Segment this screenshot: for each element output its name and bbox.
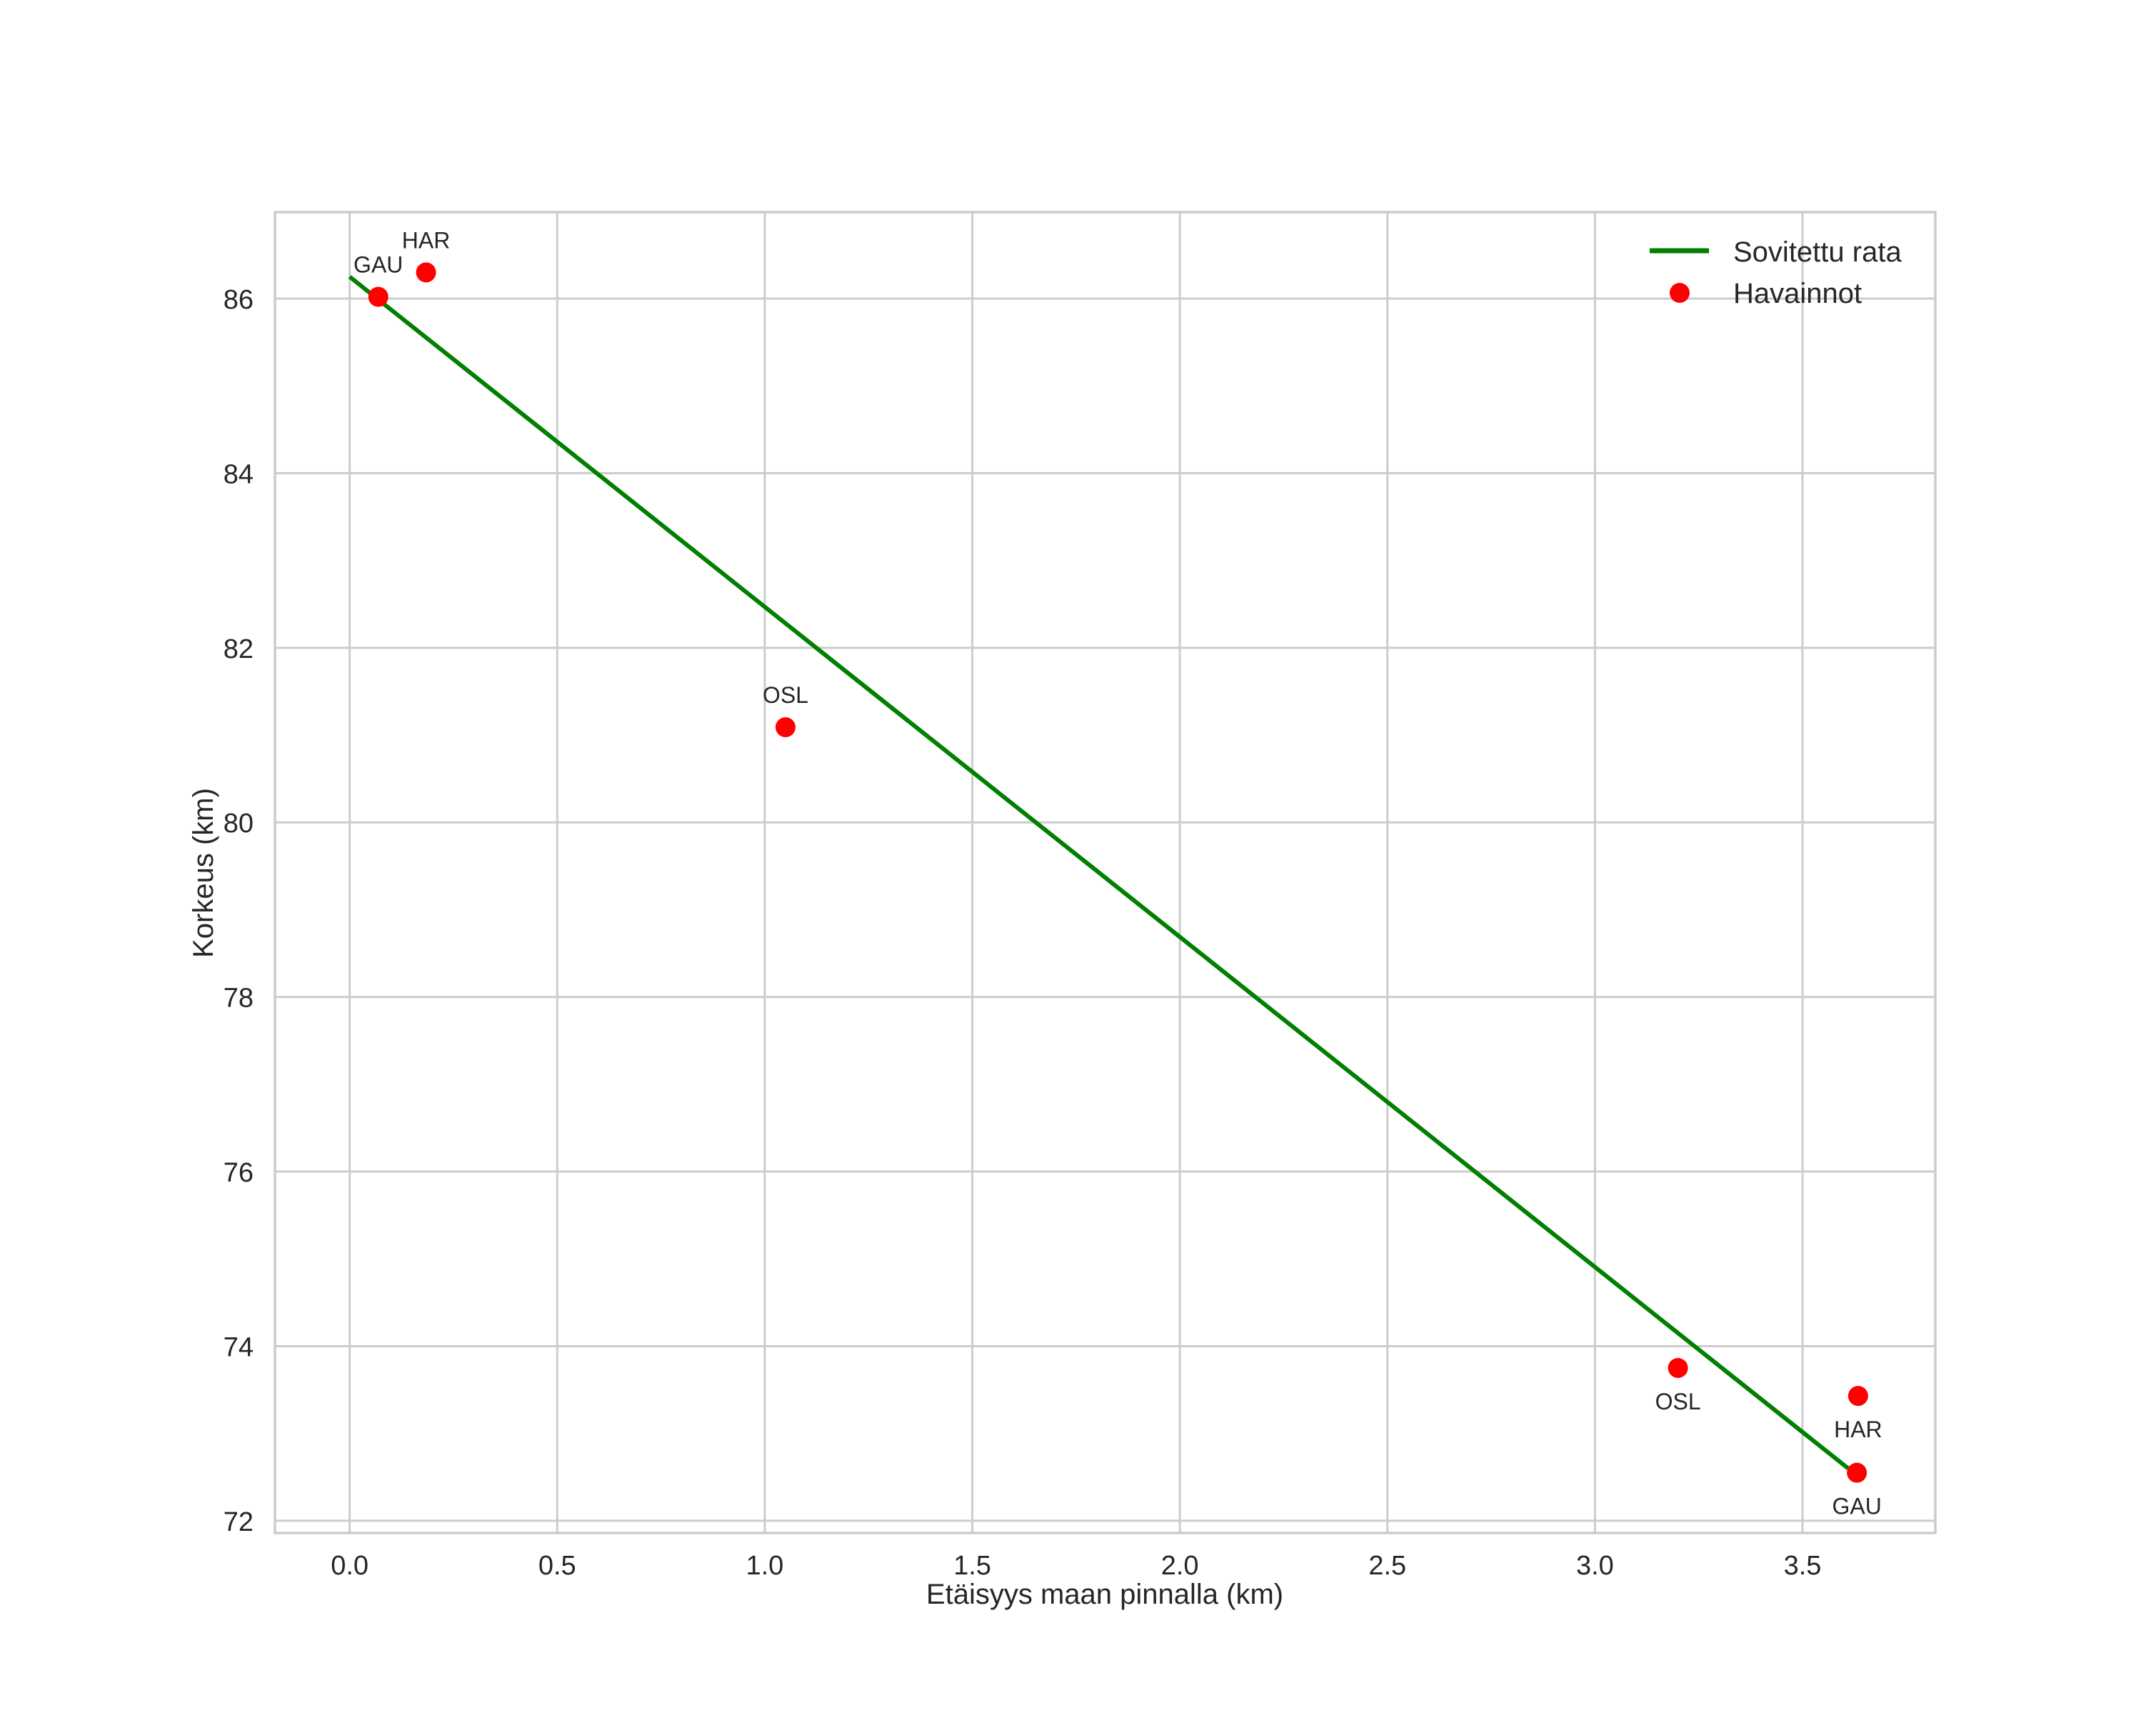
- y-tick-label: 82: [224, 634, 254, 664]
- point-label: OSL: [1655, 1389, 1701, 1414]
- x-tick-label: 2.5: [1368, 1551, 1406, 1581]
- point-label: OSL: [763, 682, 808, 708]
- x-axis-label: Etäisyys maan pinnalla (km): [926, 1579, 1283, 1610]
- y-gridlines: [275, 297, 1935, 1522]
- y-tick-label: 84: [224, 459, 254, 489]
- point-label: HAR: [1834, 1417, 1882, 1442]
- x-gridlines: [349, 212, 1804, 1533]
- x-tick-label: 3.5: [1784, 1551, 1822, 1581]
- legend-label-observations: Havainnot: [1733, 278, 1862, 309]
- y-tick-labels: 72 74 76 78 80 82 84 86: [224, 285, 254, 1537]
- legend-label-fitted: Sovitettu rata: [1733, 236, 1902, 268]
- legend: Sovitettu rata Havainnot: [1650, 236, 1902, 309]
- axes-frame: [274, 211, 1937, 1534]
- observation-point: [775, 717, 796, 738]
- y-tick-label: 74: [224, 1332, 254, 1362]
- x-tick-labels: 0.0 0.5 1.0 1.5 2.0 2.5 3.0 3.5: [331, 1551, 1821, 1581]
- point-label: GAU: [1832, 1494, 1881, 1519]
- observation-point: [1847, 1386, 1868, 1407]
- x-tick-label: 3.0: [1576, 1551, 1614, 1581]
- fitted-line: [348, 275, 1850, 1470]
- y-tick-label: 72: [224, 1507, 254, 1537]
- y-tick-label: 78: [224, 984, 254, 1014]
- axes-background: [275, 212, 1935, 1533]
- y-axis-label: Korkeus (km): [188, 788, 219, 958]
- x-tick-label: 1.5: [953, 1551, 991, 1581]
- y-tick-label: 76: [224, 1158, 254, 1188]
- point-label: GAU: [354, 252, 403, 278]
- x-tick-label: 2.0: [1161, 1551, 1199, 1581]
- observation-point: [416, 262, 436, 283]
- y-tick-label: 86: [224, 285, 254, 315]
- observation-point: [368, 286, 388, 307]
- x-tick-label: 0.0: [331, 1551, 368, 1581]
- fitted-trajectory-line: [348, 275, 1850, 1470]
- x-tick-label: 1.0: [746, 1551, 783, 1581]
- x-tick-label: 0.5: [538, 1551, 576, 1581]
- point-label: HAR: [402, 227, 451, 253]
- legend-dot-icon: [1670, 283, 1690, 303]
- y-tick-label: 80: [224, 809, 254, 839]
- observation-point: [1668, 1358, 1688, 1379]
- observation-point: [1847, 1462, 1867, 1483]
